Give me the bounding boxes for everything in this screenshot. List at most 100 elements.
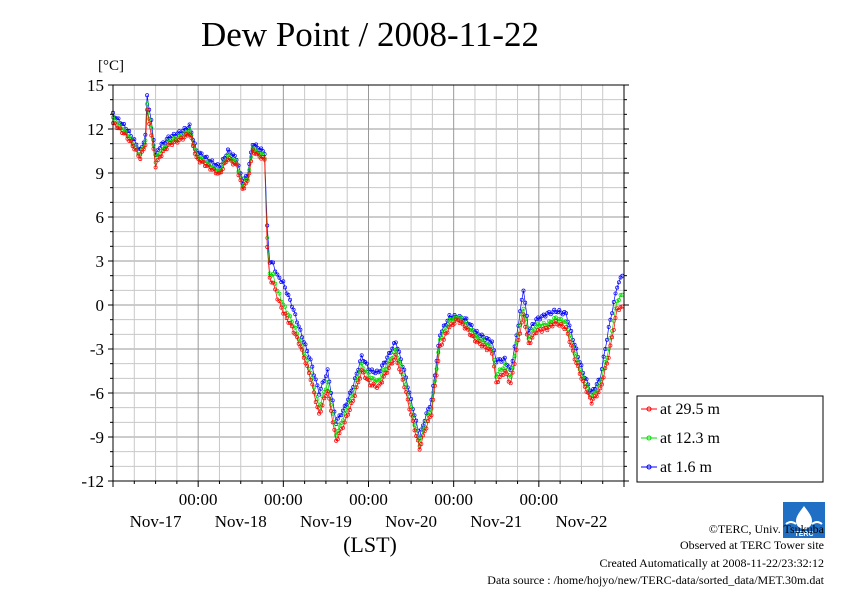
y-tick-label: 15: [87, 76, 104, 95]
data-point: [236, 173, 241, 178]
data-point: [273, 269, 278, 274]
data-point: [541, 326, 546, 331]
series-line: [112, 103, 623, 447]
data-point: [373, 371, 378, 376]
data-point: [300, 347, 305, 352]
data-point: [593, 393, 597, 398]
data-point: [424, 426, 429, 431]
data-point: [486, 341, 491, 346]
data-point: [601, 375, 606, 380]
data-point: [506, 364, 511, 369]
data-point: [393, 352, 398, 357]
data-point: [476, 335, 481, 339]
data-point: [386, 365, 391, 370]
data-point: [279, 280, 284, 285]
data-point: [407, 400, 412, 405]
data-point: [161, 140, 166, 145]
data-point: [441, 323, 446, 328]
data-point: [206, 163, 211, 168]
data-point: [431, 390, 436, 395]
data-point: [335, 416, 340, 421]
y-tick-label: 12: [87, 120, 104, 139]
data-point: [269, 260, 274, 265]
data-point: [436, 350, 441, 355]
data-point: [553, 309, 558, 314]
data-point: [203, 164, 207, 168]
data-point: [518, 331, 523, 336]
data-point: [255, 148, 260, 153]
data-point: [116, 126, 121, 131]
data-point: [483, 344, 488, 349]
data-point: [447, 313, 452, 318]
data-point: [439, 342, 444, 347]
data-point: [295, 320, 299, 325]
x-tick-time-label: 00:00: [519, 490, 558, 509]
data-point: [127, 138, 132, 143]
data-point: [313, 377, 318, 382]
data-point: [120, 131, 125, 135]
data-point: [567, 323, 572, 328]
data-point: [381, 374, 386, 379]
data-point: [279, 305, 284, 310]
footer-copyright: ©TERC, Univ. Tsukuba: [708, 522, 824, 536]
data-point: [368, 383, 373, 388]
footer-source: Data source : /home/hojyo/new/TERC-data/…: [487, 573, 824, 587]
data-point: [234, 162, 239, 167]
data-point: [492, 357, 497, 362]
data-point: [303, 361, 308, 366]
data-point: [586, 390, 591, 395]
data-point: [298, 327, 303, 332]
data-point: [378, 377, 383, 382]
legend-box: [636, 395, 824, 483]
data-point: [534, 331, 539, 336]
svg-text:TERC: TERC: [794, 531, 813, 538]
data-point: [366, 373, 371, 378]
data-point: [419, 442, 424, 446]
data-point: [405, 397, 410, 402]
data-point: [496, 380, 500, 385]
data-point: [132, 147, 137, 152]
data-point: [283, 304, 287, 309]
data-point: [615, 285, 620, 290]
data-point: [123, 131, 128, 136]
data-point: [584, 377, 589, 382]
data-point: [212, 162, 216, 167]
data-point: [293, 325, 298, 330]
data-point: [567, 340, 572, 344]
data-point: [371, 381, 376, 386]
data-point: [545, 328, 550, 333]
data-point: [504, 372, 509, 377]
data-point: [445, 330, 450, 335]
data-point: [245, 178, 250, 183]
data-point: [281, 311, 286, 316]
data-point: [313, 400, 318, 405]
data-point: [459, 319, 464, 324]
data-point: [149, 133, 154, 138]
data-point: [349, 388, 354, 393]
series-line: [112, 109, 623, 450]
data-point: [510, 370, 515, 375]
data-point: [145, 102, 150, 106]
data-point: [322, 390, 327, 395]
data-point: [526, 341, 531, 346]
series-1: [111, 102, 625, 449]
data-point: [284, 316, 289, 321]
data-point: [574, 353, 579, 358]
data-point: [255, 151, 260, 155]
data-point: [502, 355, 507, 360]
data-point: [134, 142, 139, 147]
data-point: [514, 347, 519, 352]
data-point: [459, 316, 464, 320]
data-point: [210, 158, 215, 163]
data-point: [599, 382, 604, 387]
data-point: [601, 354, 606, 359]
data-point: [138, 157, 143, 161]
data-point: [243, 181, 248, 186]
data-point: [318, 386, 323, 391]
data-point: [512, 354, 517, 359]
data-point: [322, 378, 327, 383]
data-point: [339, 421, 344, 425]
data-point: [447, 317, 452, 322]
data-point: [530, 335, 535, 340]
